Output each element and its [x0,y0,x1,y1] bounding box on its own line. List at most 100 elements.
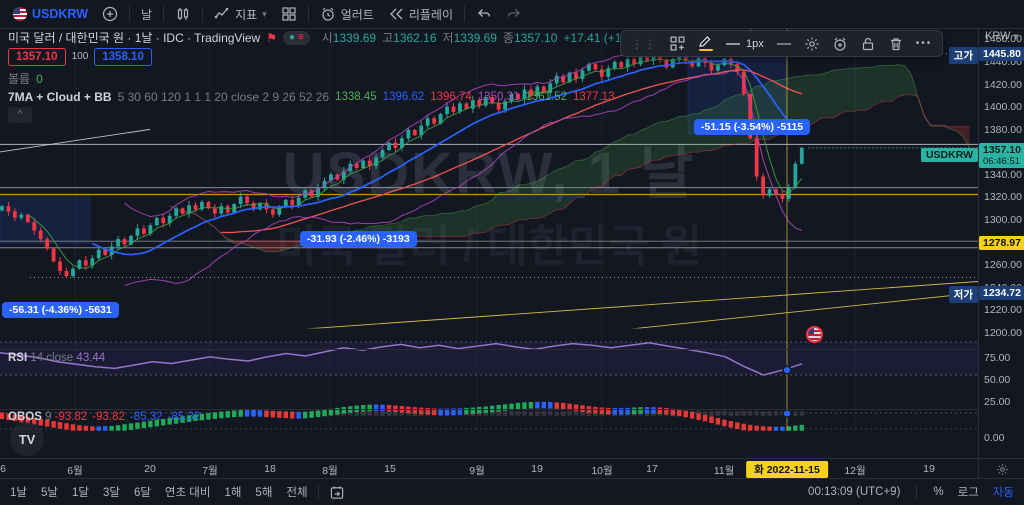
axis-currency[interactable]: KRW ▾ [985,30,1019,42]
toolbar-drag-handle[interactable]: ⋮⋮ [631,36,657,51]
toolbar-separator [307,6,309,22]
range-buttons: 1날 5날 1달 3달 6달 연초 대비 1해 5해 전체 [10,484,308,500]
price-tick: 1460.00 [984,33,1022,46]
time-tick-month: 6월 [67,465,83,477]
overlay-value: 1396.62 [382,91,425,103]
top-toolbar: USDKRW 날 지표 ▾ 얼러트 리플레이 [0,0,1024,29]
line-style-button[interactable] [776,41,792,47]
ohlc-key: 저 [442,31,454,45]
overlay-legend-row[interactable]: 7MA + Cloud + BB 5 30 60 120 1 1 1 20 cl… [8,89,688,104]
ohlc-values: 시1339.69 고1362.16 저1339.69 종1357.10 [316,31,558,45]
alarm-clock-icon [322,7,334,21]
trash-icon [890,37,901,50]
range-button[interactable]: 5해 [255,487,273,499]
range-button[interactable]: 1해 [224,487,242,499]
time-tick-day: 19 [531,463,543,475]
volume-legend-row[interactable]: 볼륨 0 [8,72,688,86]
settings-button[interactable] [804,36,820,52]
toolbar-separator [464,6,465,22]
rsi-tick: 50.00 [984,374,1011,386]
price-range-label[interactable]: -31.93 (-2.46%) -3193 [300,231,417,247]
time-tick-day: 18 [264,463,276,475]
alert-button[interactable]: 얼러트 [313,3,381,26]
line-width-label: 1px [746,37,764,50]
redo-button[interactable] [499,3,529,25]
replay-button[interactable]: 리플레이 [381,3,460,26]
bid-ask-row: 1357.10 100 1358.10 [8,48,688,66]
price-tick: 1420.00 [984,78,1022,91]
draw-pencil-button[interactable] [698,36,713,51]
price-tick: 1260.00 [984,259,1022,272]
range-button[interactable]: 1날 [10,487,27,499]
line-width-button[interactable]: 1px [725,38,764,50]
interval-button[interactable]: 날 [134,3,159,26]
calendar-goto-icon [330,485,343,499]
compare-add-button[interactable] [95,3,125,25]
range-button[interactable]: 6달 [133,487,151,499]
undo-button[interactable] [469,3,499,25]
last-price-value: 1357.10 [983,143,1021,156]
grid-layout-icon [282,7,296,21]
range-button[interactable]: 전체 [286,487,308,499]
price-range-label[interactable]: -56.31 (-4.36%) -5631 [2,302,119,318]
overlay-value: 1396.74 [430,91,472,103]
goto-date-button[interactable] [329,485,345,500]
gear-icon [805,37,819,50]
grid-add-button[interactable] [669,35,686,52]
range-button[interactable]: 3달 [102,487,120,499]
overlay-value: 1350.31 [477,91,520,103]
market-status-pill[interactable]: ● ≡ [283,31,310,45]
legend: 미국 달러 / 대한민국 원 · 1날 · IDC · TradingView … [8,31,688,126]
last-price-label: 1357.10 06:46:51 [979,142,1024,168]
chart-canvas[interactable] [0,28,978,458]
symbol-title: 미국 달러 / 대한민국 원 · 1날 · IDC · TradingView [8,31,261,45]
obos-tick: 0.00 [984,432,1005,444]
time-tick-month: 10월 [591,465,613,477]
economic-event-flag-icon[interactable] [806,326,823,343]
symbol-search-button[interactable]: USDKRW [6,4,95,24]
toolbar-separator [129,6,131,22]
obos-value: -85.32 [167,411,201,423]
tradingview-logo[interactable]: TV [10,422,44,456]
ask-button[interactable]: 1358.10 [94,48,152,66]
log-scale-button[interactable]: 로그 [957,487,979,499]
legend-collapse[interactable]: ^ [8,107,688,123]
auto-scale-button[interactable]: 자동 [992,487,1014,499]
more-options-button[interactable]: ••• [915,38,933,49]
ohlc-key: 종 [502,31,515,45]
delete-button[interactable] [888,36,904,52]
obos-value: -93.82 [54,411,88,423]
time-axis[interactable]: 화 2022-11-15 6 6월 20 7월 18 8월 15 9월 19 10월 17 11월 12… [0,458,978,479]
grid-plus-icon [670,36,685,51]
add-alert-button[interactable] [832,36,848,52]
rsi-legend-row[interactable]: RSI 14 close 43.44 [8,352,105,364]
time-tick-day: 17 [646,463,658,475]
undo-icon [478,9,491,17]
range-button[interactable]: 1달 [71,487,89,499]
plus-circle-icon [102,6,118,22]
bottom-separator [916,485,918,499]
price-axis[interactable]: KRW ▾ 고가 1445.80 USDKRW 1357.10 06:46:51… [920,28,1024,458]
ohlc-value: 1339.69 [332,31,377,45]
range-button[interactable]: 5날 [40,487,58,499]
flag-marker-icon[interactable]: ⚑ [266,31,277,45]
layout-templates-button[interactable] [274,3,304,25]
bid-button[interactable]: 1357.10 [8,48,66,66]
chart-style-button[interactable] [168,3,198,25]
lock-icon [862,37,873,50]
price-range-label[interactable]: -51.15 (-3.54%) -5115 [694,119,811,135]
rsi-title: RSI [8,352,28,364]
time-tick-month: 12월 [844,465,866,477]
indicators-button[interactable]: 지표 ▾ [207,3,274,26]
symbol-info-row[interactable]: 미국 달러 / 대한민국 원 · 1날 · IDC · TradingView … [8,31,688,45]
pane-separator[interactable] [0,409,1024,410]
line-icon [726,42,740,45]
pane-separator[interactable] [0,349,1024,350]
percent-scale-button[interactable]: % [933,486,944,498]
obos-legend-row[interactable]: OBOS 9 -93.82 -93.82 -85.32 -85.32 [8,411,205,423]
range-button[interactable]: 연초 대비 [164,487,211,499]
pencil-color-bar [698,49,713,51]
clock-utc[interactable]: 00:13:09 (UTC+9) [808,486,901,498]
lock-button[interactable] [860,36,876,52]
axis-settings-corner[interactable] [978,458,1024,479]
